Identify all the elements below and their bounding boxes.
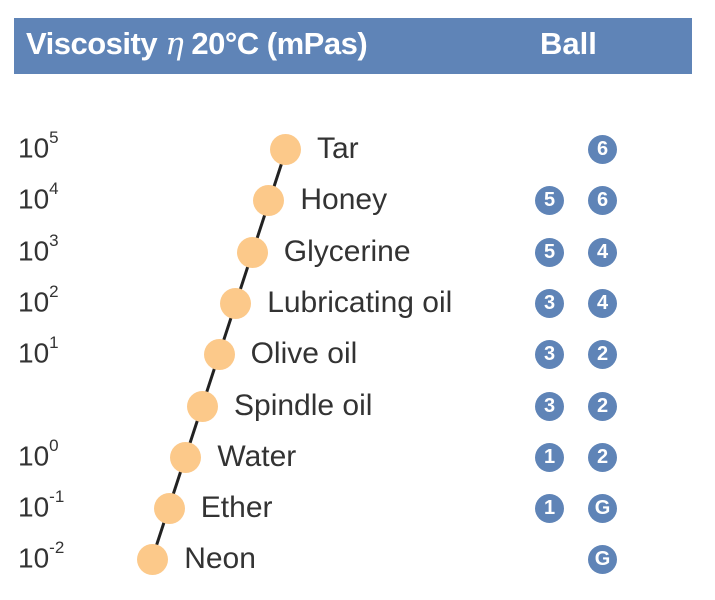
substance-label: Neon (184, 542, 256, 576)
exp-base: 10 (18, 286, 50, 318)
viscosity-dot (137, 544, 169, 576)
row-lubricating-oil: 102 Lubricating oil 3 4 (0, 282, 715, 336)
row-water: 100 Water 1 2 (0, 436, 715, 490)
viscosity-dot (253, 185, 285, 217)
exp-base: 10 (18, 183, 50, 215)
ball-badge: 5 (535, 186, 564, 216)
exponent-label: 10-2 (18, 538, 64, 574)
substance-label: Olive oil (250, 337, 358, 371)
row-tar: 105 Tar 6 (0, 128, 715, 182)
viscosity-dot (270, 134, 301, 165)
substance-label: Spindle oil (234, 388, 373, 422)
substance-label: Lubricating oil (267, 285, 453, 319)
exp-power: 3 (49, 230, 59, 250)
ball-column-header: Ball (540, 26, 597, 61)
exp-base: 10 (18, 132, 50, 164)
ball-badge: 2 (588, 442, 617, 472)
ball-badge: 1 (535, 494, 564, 524)
ball-badge: 4 (588, 237, 617, 267)
ball-badge: 3 (535, 288, 564, 318)
ball-badge: 6 (588, 186, 617, 216)
substance-label: Water (217, 439, 297, 473)
exp-power: 2 (49, 281, 59, 301)
exponent-label: 104 (18, 179, 59, 215)
exponent-label: 105 (18, 128, 59, 164)
ball-badge: 3 (535, 391, 564, 421)
exp-power: 5 (49, 128, 59, 147)
header-title: Viscosity η 20°C (mPas) (26, 26, 368, 62)
viscosity-dot (203, 339, 235, 371)
ball-badge: 3 (535, 340, 564, 370)
exp-base: 10 (18, 337, 50, 369)
exp-power: 0 (49, 435, 59, 455)
substance-label: Tar (317, 132, 359, 165)
viscosity-dot (220, 287, 252, 319)
exp-power: 4 (49, 179, 59, 199)
ball-badge: 6 (588, 135, 617, 164)
exp-base: 10 (18, 440, 50, 472)
row-glycerine: 103 Glycerine 5 4 (0, 231, 715, 285)
viscosity-dot (153, 493, 185, 525)
exp-power: -2 (49, 538, 65, 558)
viscosity-dot (170, 441, 202, 473)
ball-badge: 2 (588, 391, 617, 421)
exp-base: 10 (18, 491, 50, 523)
viscosity-dot (236, 236, 268, 268)
title-prefix: Viscosity (26, 26, 158, 61)
ball-badge: 2 (588, 340, 617, 370)
ball-badge: 1 (535, 442, 564, 472)
exponent-label: 103 (18, 231, 59, 267)
ball-badge: G (588, 494, 617, 524)
row-olive-oil: 101 Olive oil 3 2 (0, 333, 715, 387)
exponent-label: 100 (18, 436, 59, 472)
header-bar: Viscosity η 20°C (mPas) Ball (14, 18, 692, 74)
exp-base: 10 (18, 542, 50, 574)
ball-badge: 5 (535, 237, 564, 267)
row-neon: 10-2 Neon G (0, 538, 715, 592)
substance-label: Glycerine (283, 234, 411, 268)
exponent-label: 101 (18, 333, 59, 369)
viscosity-dot (187, 390, 218, 422)
row-ether: 10-1 Ether 1 G (0, 487, 715, 541)
row-spindle-oil: Spindle oil 3 2 (0, 389, 715, 439)
exponent-label: 102 (18, 282, 59, 318)
title-suffix: 20°C (mPas) (191, 26, 368, 61)
ball-badge: 4 (588, 288, 617, 318)
row-honey: 104 Honey 5 6 (0, 179, 715, 233)
substance-label: Ether (200, 491, 273, 525)
exp-base: 10 (18, 234, 50, 266)
eta-symbol: η (165, 26, 184, 62)
exponent-label: 10-1 (18, 487, 64, 523)
substance-label: Honey (300, 183, 388, 217)
exp-power: 1 (49, 333, 59, 353)
exp-power: -1 (49, 487, 65, 507)
ball-badge: G (588, 545, 617, 575)
